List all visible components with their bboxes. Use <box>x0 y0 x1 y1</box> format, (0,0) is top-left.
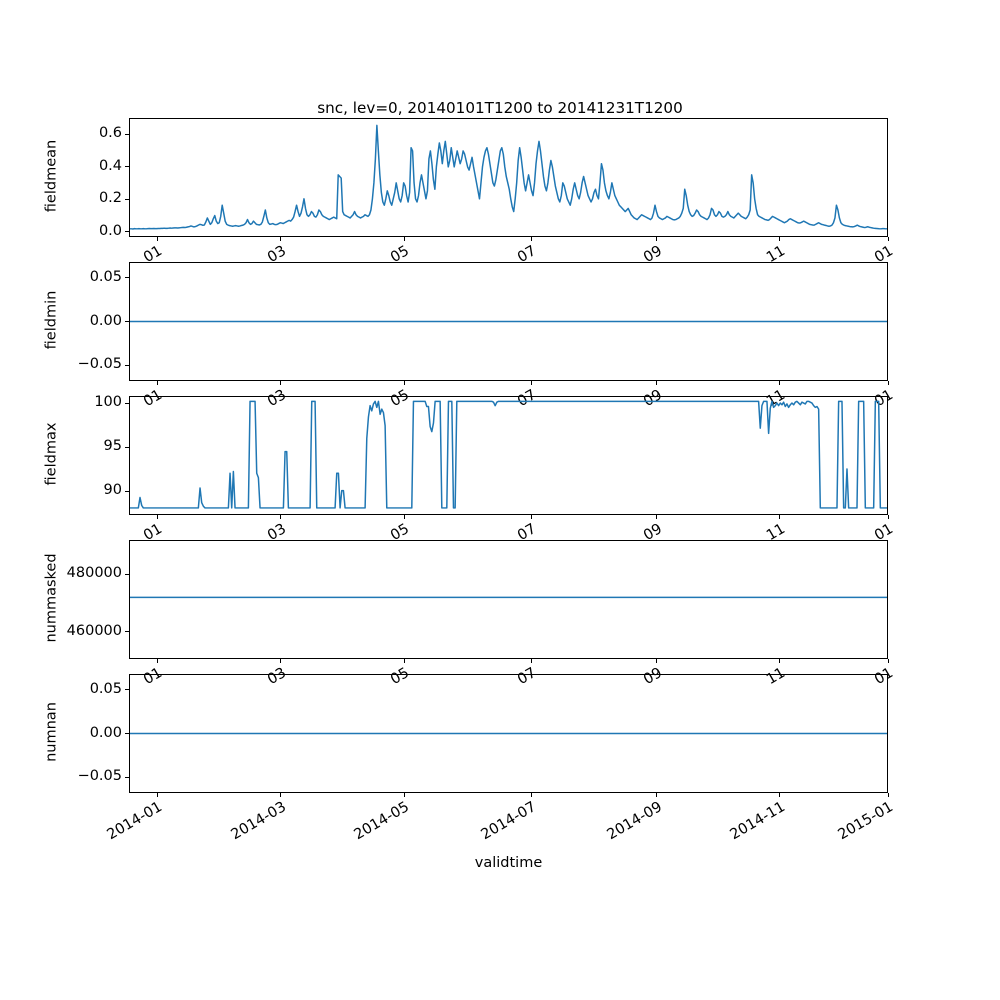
xtick-mark <box>779 659 781 663</box>
xtick-mark <box>403 237 405 241</box>
data-line-fieldmax <box>130 400 887 509</box>
xtick-mark <box>530 793 532 797</box>
xtick-mark <box>887 381 889 385</box>
xtick-mark <box>779 237 781 241</box>
ytick-mark <box>125 402 129 404</box>
xtick-mark <box>779 381 781 385</box>
y-axis-label-fieldmax: fieldmax <box>43 422 59 485</box>
xtick-mark <box>156 237 159 241</box>
ytick-label-fieldmean-1: 0.2 <box>98 190 122 207</box>
xtick-mark <box>530 381 532 385</box>
ytick-label-fieldmax-0: 90 <box>103 482 122 499</box>
axes-panel-nummasked <box>129 540 888 659</box>
ytick-mark <box>125 364 129 366</box>
xtick-mark <box>280 237 282 241</box>
xtick-mark <box>280 515 282 519</box>
xtick-mark <box>656 515 658 519</box>
ytick-label-nummasked-0: 460000 <box>66 622 122 639</box>
ytick-label-numnan-1: 0.00 <box>89 724 122 741</box>
ytick-mark <box>125 631 129 633</box>
xtick-mark <box>156 793 159 797</box>
ytick-mark <box>125 446 129 448</box>
ytick-label-nummasked-1: 480000 <box>66 565 122 582</box>
ytick-mark <box>125 166 129 168</box>
ytick-mark <box>125 133 129 135</box>
axes-panel-fieldmax <box>129 396 888 515</box>
xtick-mark <box>403 659 405 663</box>
xtick-mark <box>403 381 405 385</box>
y-axis-label-nummasked: nummasked <box>43 552 59 643</box>
xtick-mark <box>280 659 282 663</box>
ytick-mark <box>125 689 129 691</box>
xtick-mark <box>887 237 889 241</box>
ytick-label-fieldmean-2: 0.4 <box>98 157 122 174</box>
data-line-fieldmean <box>130 124 887 230</box>
xtick-mark <box>887 515 889 519</box>
ytick-label-fieldmean-0: 0.0 <box>98 222 122 239</box>
ytick-mark <box>125 231 129 233</box>
xtick-mark <box>280 381 282 385</box>
xtick-mark <box>656 793 658 797</box>
ytick-mark <box>125 733 129 735</box>
xtick-mark <box>530 659 532 663</box>
xtick-mark <box>530 515 532 519</box>
xtick-mark <box>656 381 658 385</box>
ytick-label-numnan-0: −0.05 <box>77 768 122 785</box>
xtick-mark <box>656 237 658 241</box>
xtick-mark <box>779 515 781 519</box>
y-axis-label-fieldmin: fieldmin <box>43 290 59 349</box>
ytick-mark <box>125 490 129 492</box>
ytick-label-fieldmin-0: −0.05 <box>77 356 122 373</box>
axes-panel-fieldmean <box>129 118 888 237</box>
axes-panel-fieldmin <box>129 262 888 381</box>
axes-panel-numnan <box>129 674 888 793</box>
ytick-label-fieldmin-1: 0.00 <box>89 312 122 329</box>
xtick-mark <box>656 659 658 663</box>
ytick-label-fieldmax-1: 95 <box>103 438 122 455</box>
xtick-mark <box>156 381 159 385</box>
figure-title: snc, lev=0, 20140101T1200 to 20141231T12… <box>317 99 683 117</box>
xtick-mark <box>156 515 159 519</box>
xtick-mark <box>156 659 159 663</box>
ytick-mark <box>125 321 129 323</box>
ytick-mark <box>125 573 129 575</box>
ytick-label-fieldmean-3: 0.6 <box>98 125 122 142</box>
xtick-mark <box>403 793 405 797</box>
xtick-mark <box>887 659 889 663</box>
ytick-mark <box>125 198 129 200</box>
xtick-mark <box>779 793 781 797</box>
ytick-label-fieldmin-2: 0.05 <box>89 268 122 285</box>
xtick-mark <box>530 237 532 241</box>
ytick-label-numnan-2: 0.05 <box>89 680 122 697</box>
ytick-label-fieldmax-2: 100 <box>94 394 122 411</box>
xtick-mark <box>280 793 282 797</box>
ytick-mark <box>125 277 129 279</box>
xtick-mark <box>403 515 405 519</box>
ytick-mark <box>125 776 129 778</box>
y-axis-label-fieldmean: fieldmean <box>43 139 59 212</box>
xtick-mark <box>887 793 889 797</box>
y-axis-label-numnan: numnan <box>43 701 59 762</box>
x-axis-label: validtime <box>474 855 543 871</box>
